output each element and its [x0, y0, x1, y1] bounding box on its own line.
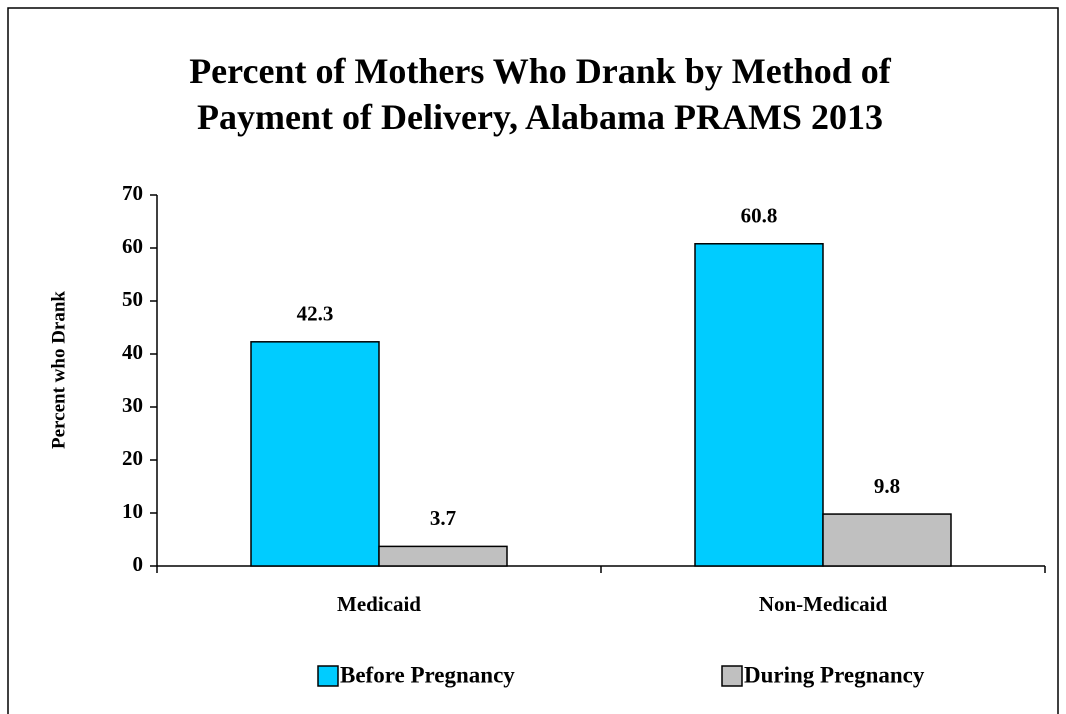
y-tick-label: 60: [122, 234, 143, 258]
bar: [822, 513, 952, 567]
bar: [250, 341, 380, 567]
value-label: 9.8: [874, 474, 900, 498]
value-label: 60.8: [741, 204, 778, 228]
y-tick-label: 40: [122, 340, 143, 364]
value-label: 42.3: [297, 302, 334, 326]
y-tick-label: 0: [133, 552, 144, 576]
y-tick-label: 70: [122, 181, 143, 205]
frame: [7, 7, 1059, 714]
y-tick-label: 50: [122, 287, 143, 311]
legend-swatch: [317, 665, 339, 687]
x-tick-label: Medicaid: [337, 592, 421, 616]
y-tick-label: 10: [122, 499, 143, 523]
y-tick-label: 30: [122, 393, 143, 417]
legend-label: Before Pregnancy: [340, 662, 515, 687]
bar: [694, 243, 824, 567]
legend-label: During Pregnancy: [744, 662, 925, 687]
y-axis-label: Percent who Drank: [48, 291, 69, 449]
x-tick-label: Non-Medicaid: [759, 592, 888, 616]
legend-swatch: [721, 665, 743, 687]
bar: [378, 545, 508, 567]
y-tick-label: 20: [122, 446, 143, 470]
chart-title: Percent of Mothers Who Drank by Method o…: [189, 51, 891, 137]
value-label: 3.7: [430, 506, 456, 530]
